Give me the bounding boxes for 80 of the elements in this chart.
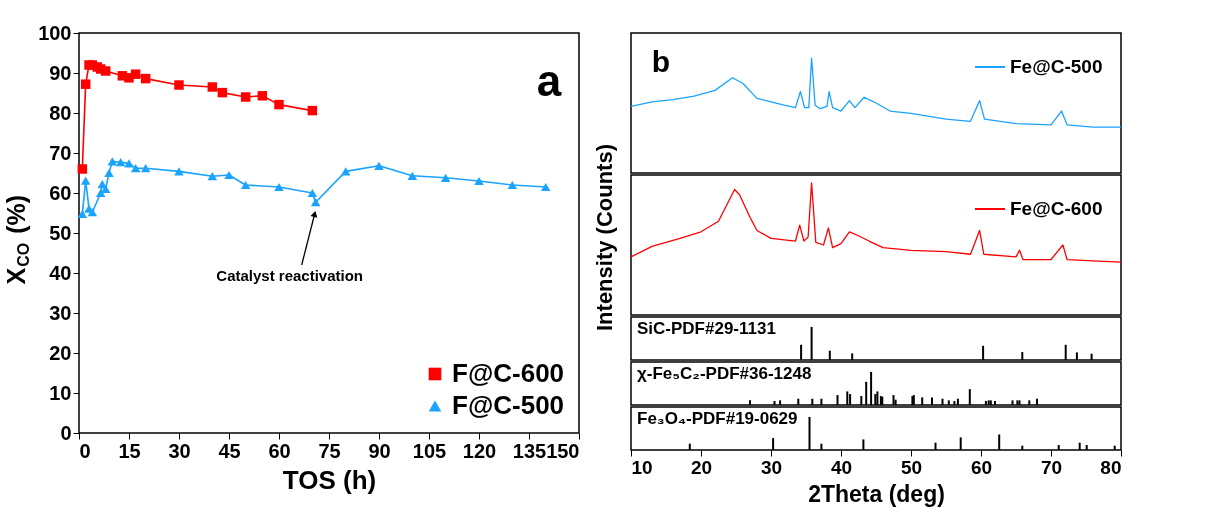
point [474, 176, 484, 186]
x-tick-label: 20 [690, 456, 713, 478]
x-tick-label: 105 [412, 439, 447, 462]
x-tick-label: 75 [318, 439, 341, 462]
annotation: a [536, 56, 562, 105]
x-axis-title: TOS (h) [282, 464, 377, 495]
series-label: SiC-PDF#29-1131 [637, 319, 776, 338]
y-axis-title: XCO (%) [2, 194, 32, 285]
x-tick-label: 10 [631, 456, 653, 478]
point [307, 105, 318, 116]
x-tick-label: 80 [1100, 456, 1122, 478]
point [95, 188, 106, 198]
x-tick-label: 150 [546, 439, 580, 462]
point [310, 198, 321, 207]
point [80, 176, 91, 185]
annotation: Catalyst reactivation [216, 267, 364, 284]
point [307, 188, 318, 198]
y-tick-label: 60 [49, 181, 72, 204]
point [107, 157, 118, 166]
y-tick-label: 20 [49, 341, 72, 364]
y-tick-label: 100 [38, 21, 72, 44]
point [87, 208, 98, 217]
legend-label: Fe@C-500 [1010, 56, 1103, 77]
series-label: Fe₃O₄-PDF#19-0629 [637, 409, 798, 428]
x-tick-label: 60 [268, 439, 291, 462]
x-axis-title: 2Theta (deg) [808, 480, 945, 507]
x-tick-label: 120 [462, 439, 497, 462]
point [130, 164, 141, 173]
x-tick-label: 15 [118, 439, 141, 462]
point [407, 171, 418, 180]
x-tick-label: 70 [1040, 456, 1063, 478]
point [240, 92, 251, 102]
point [240, 180, 251, 190]
point [207, 172, 218, 181]
point [77, 164, 88, 174]
point [174, 167, 184, 176]
legend-label: F@C-600 [452, 358, 565, 388]
point [507, 180, 518, 190]
x-tick-label: 45 [218, 439, 241, 462]
point [130, 69, 141, 79]
x-tick-label: 60 [970, 456, 993, 478]
y-tick-label: 0 [60, 421, 72, 444]
y-tick-label: 40 [49, 261, 72, 284]
y-tick-label: 70 [49, 141, 72, 164]
point [217, 87, 228, 98]
point [104, 168, 114, 178]
point [207, 82, 218, 92]
point [224, 170, 234, 180]
point [257, 91, 268, 101]
y-tick-label: 50 [49, 221, 72, 244]
x-tick-label: 90 [368, 439, 391, 462]
point [140, 73, 151, 84]
point [140, 164, 151, 173]
point [374, 161, 384, 170]
point [115, 158, 126, 167]
x-tick-label: 0 [79, 439, 91, 462]
y-tick-label: 30 [49, 301, 72, 324]
point [174, 80, 184, 90]
point [80, 79, 91, 89]
legend-label: F@C-500 [452, 390, 565, 420]
y-tick-label: 90 [49, 61, 72, 84]
x-tick-label: 30 [760, 456, 783, 478]
point [124, 159, 134, 168]
y-tick-label: 80 [49, 101, 72, 124]
annotation: b [651, 45, 671, 78]
x-tick-label: 135 [512, 439, 547, 462]
point [540, 182, 551, 192]
point [440, 173, 451, 182]
x-tick-label: 30 [168, 439, 191, 462]
x-tick-label: 40 [830, 456, 853, 478]
legend-label: Fe@C-600 [1010, 198, 1103, 219]
point [274, 99, 284, 110]
x-tick-label: 50 [900, 456, 923, 478]
point [340, 167, 351, 176]
point [100, 66, 111, 76]
point [77, 209, 88, 218]
point [274, 182, 284, 192]
y-tick-label: 10 [49, 381, 72, 404]
series-label: χ-Fe₅C₂-PDF#36-1248 [637, 364, 812, 383]
y-axis-title: Intensity (Counts) [592, 144, 617, 331]
